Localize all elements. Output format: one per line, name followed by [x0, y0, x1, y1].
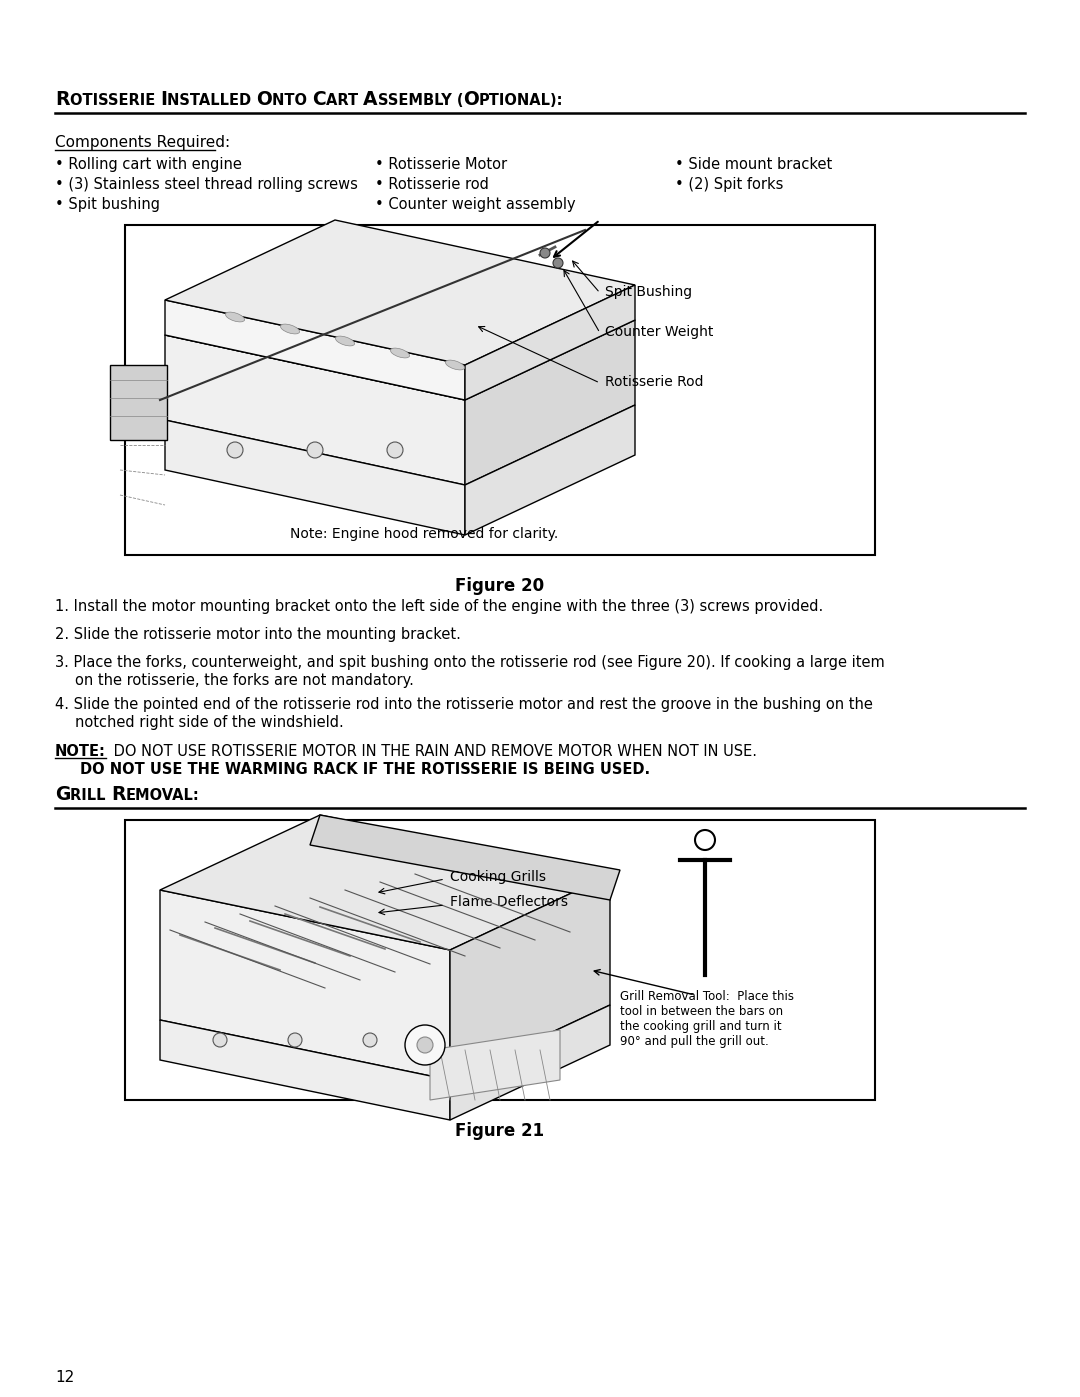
Text: NSTALLED: NSTALLED	[167, 94, 256, 108]
Text: Cooking Grills: Cooking Grills	[450, 870, 546, 884]
Text: NOTE:: NOTE:	[55, 745, 106, 759]
Circle shape	[288, 1032, 302, 1046]
Text: Grill Removal Tool:  Place this
tool in between the bars on
the cooking grill an: Grill Removal Tool: Place this tool in b…	[620, 990, 794, 1048]
Circle shape	[213, 1032, 227, 1046]
Text: O: O	[463, 89, 480, 109]
Ellipse shape	[281, 324, 299, 334]
Text: • Rolling cart with engine: • Rolling cart with engine	[55, 156, 242, 172]
Text: Flame Deflectors: Flame Deflectors	[450, 895, 568, 909]
Text: 2. Slide the rotisserie motor into the mounting bracket.: 2. Slide the rotisserie motor into the m…	[55, 627, 461, 643]
Ellipse shape	[445, 360, 464, 370]
Text: I: I	[160, 89, 167, 109]
Text: 1. Install the motor mounting bracket onto the left side of the engine with the : 1. Install the motor mounting bracket on…	[55, 599, 823, 615]
Circle shape	[307, 441, 323, 458]
Text: notched right side of the windshield.: notched right side of the windshield.	[75, 715, 343, 731]
Text: • Counter weight assembly: • Counter weight assembly	[375, 197, 576, 212]
Text: R: R	[111, 785, 125, 805]
Text: Rotisserie Rod: Rotisserie Rod	[605, 374, 703, 388]
Polygon shape	[110, 365, 167, 440]
Polygon shape	[465, 285, 635, 400]
Polygon shape	[165, 256, 635, 400]
Text: Components Required:: Components Required:	[55, 136, 230, 149]
Circle shape	[553, 258, 563, 268]
Text: EMOVAL:: EMOVAL:	[125, 788, 199, 803]
Circle shape	[405, 1025, 445, 1065]
Polygon shape	[160, 814, 610, 950]
Polygon shape	[165, 219, 635, 365]
Text: • Rotisserie rod: • Rotisserie rod	[375, 177, 489, 191]
Text: 12: 12	[55, 1370, 75, 1384]
Text: C: C	[312, 89, 326, 109]
Polygon shape	[160, 1020, 450, 1120]
Polygon shape	[160, 890, 450, 1080]
Polygon shape	[450, 1004, 610, 1120]
Circle shape	[417, 1037, 433, 1053]
Text: Note: Engine hood removed for clarity.: Note: Engine hood removed for clarity.	[291, 527, 558, 541]
Text: OTISSERIE: OTISSERIE	[69, 94, 160, 108]
Polygon shape	[165, 300, 465, 400]
Polygon shape	[450, 875, 610, 1080]
Text: DO NOT USE ROTISSERIE MOTOR IN THE RAIN AND REMOVE MOTOR WHEN NOT IN USE.: DO NOT USE ROTISSERIE MOTOR IN THE RAIN …	[109, 745, 757, 759]
Circle shape	[540, 249, 550, 258]
Ellipse shape	[336, 337, 354, 346]
Text: 4. Slide the pointed end of the rotisserie rod into the rotisserie motor and res: 4. Slide the pointed end of the rotisser…	[55, 697, 873, 712]
Text: DO NOT USE THE WARMING RACK IF THE ROTISSERIE IS BEING USED.: DO NOT USE THE WARMING RACK IF THE ROTIS…	[80, 761, 650, 777]
Text: on the rotisserie, the forks are not mandatory.: on the rotisserie, the forks are not man…	[75, 673, 414, 687]
Text: • (3) Stainless steel thread rolling screws: • (3) Stainless steel thread rolling scr…	[55, 177, 357, 191]
Bar	[125, 225, 875, 555]
Text: • Side mount bracket: • Side mount bracket	[675, 156, 833, 172]
Circle shape	[363, 1032, 377, 1046]
Text: G: G	[55, 785, 70, 805]
Text: R: R	[55, 89, 69, 109]
Ellipse shape	[226, 312, 244, 321]
Text: RILL: RILL	[70, 788, 111, 803]
Text: • Spit bushing: • Spit bushing	[55, 197, 160, 212]
Text: A: A	[363, 89, 378, 109]
Ellipse shape	[390, 348, 409, 358]
Polygon shape	[430, 1030, 561, 1099]
Bar	[125, 820, 875, 1099]
Text: Counter Weight: Counter Weight	[605, 326, 714, 339]
Text: PTIONAL):: PTIONAL):	[480, 94, 564, 108]
Text: NTO: NTO	[272, 94, 312, 108]
Text: • (2) Spit forks: • (2) Spit forks	[675, 177, 783, 191]
Text: 3. Place the forks, counterweight, and spit bushing onto the rotisserie rod (see: 3. Place the forks, counterweight, and s…	[55, 655, 885, 671]
Polygon shape	[310, 814, 620, 900]
Circle shape	[387, 441, 403, 458]
Polygon shape	[465, 405, 635, 535]
Polygon shape	[465, 320, 635, 485]
Polygon shape	[165, 335, 465, 485]
Circle shape	[227, 441, 243, 458]
Text: SSEMBLY (: SSEMBLY (	[378, 94, 463, 108]
Text: Spit Bushing: Spit Bushing	[605, 285, 692, 299]
Text: ART: ART	[326, 94, 363, 108]
Text: Figure 21: Figure 21	[456, 1122, 544, 1140]
Text: • Rotisserie Motor: • Rotisserie Motor	[375, 156, 508, 172]
Text: O: O	[256, 89, 272, 109]
Polygon shape	[165, 420, 465, 535]
Text: Figure 20: Figure 20	[456, 577, 544, 595]
